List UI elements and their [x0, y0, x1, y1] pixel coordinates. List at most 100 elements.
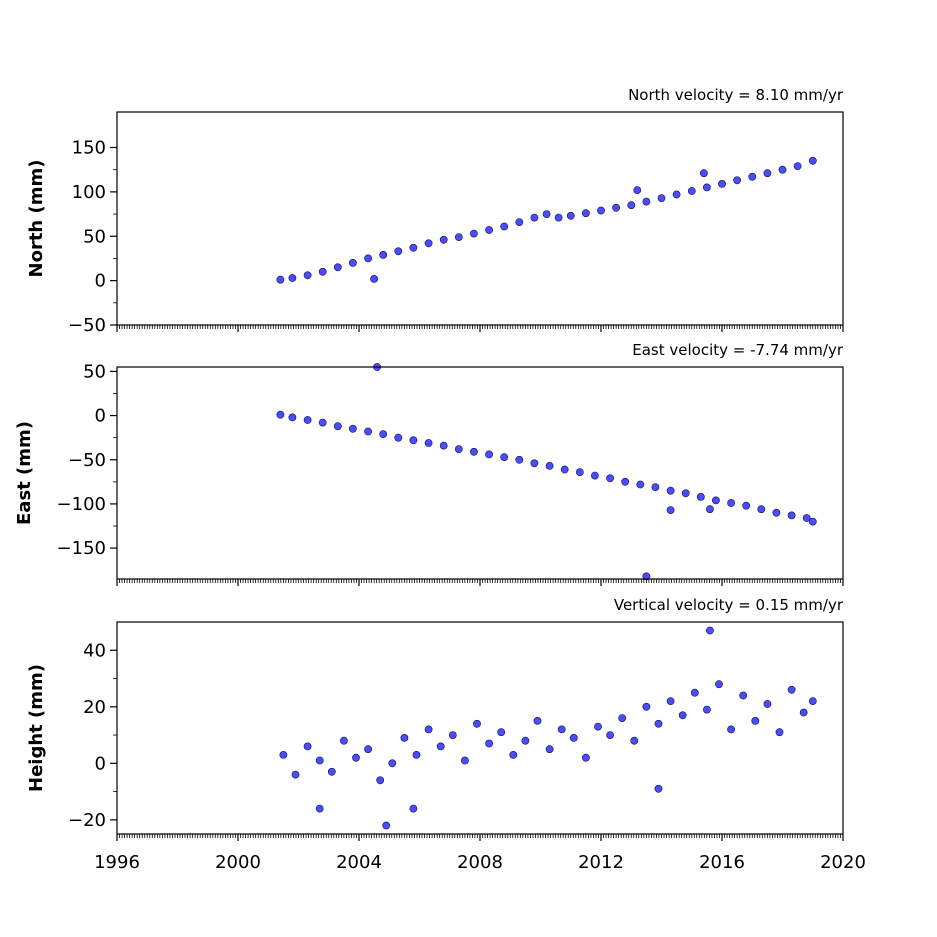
data-point — [633, 186, 642, 194]
data-point — [630, 736, 639, 745]
data-point — [799, 708, 808, 717]
y-tick-label: 100 — [72, 182, 106, 203]
data-point — [793, 162, 802, 170]
data-point — [352, 753, 360, 762]
data-point — [651, 483, 660, 491]
east-velocity-title: East velocity = -7.74 mm/yr — [632, 341, 844, 359]
y-tick-label: 20 — [83, 697, 106, 718]
data-point — [703, 183, 711, 192]
data-point — [333, 422, 342, 431]
data-point — [763, 169, 772, 178]
data-point — [424, 239, 433, 248]
y-tick-label: −50 — [68, 315, 106, 336]
data-point — [291, 770, 300, 779]
height-x-minor-ticks — [116, 834, 844, 841]
data-point — [515, 455, 524, 464]
data-point — [315, 756, 324, 765]
data-point — [394, 247, 403, 256]
data-point — [509, 751, 518, 759]
data-point — [382, 821, 391, 830]
data-point — [530, 459, 539, 468]
data-point — [424, 439, 433, 447]
east-x-minor-ticks — [116, 579, 844, 586]
data-point — [448, 731, 457, 739]
data-point — [742, 501, 751, 510]
y-tick-label: −50 — [68, 450, 106, 471]
y-tick-label: 50 — [83, 361, 106, 382]
y-tick-label: −20 — [68, 810, 106, 831]
data-point — [627, 201, 636, 210]
north-y-axis-label: North (mm) — [26, 160, 47, 278]
x-tick-label: 2008 — [457, 852, 503, 873]
data-point — [545, 745, 554, 754]
data-point — [718, 179, 726, 188]
data-point — [348, 424, 357, 433]
data-point — [409, 804, 418, 813]
data-point — [618, 714, 627, 722]
y-tick-label: 40 — [83, 640, 106, 661]
data-point — [409, 436, 418, 445]
north-panel: 150 100 50 0 −50 North (mm) North velocity = 8… — [26, 86, 844, 336]
data-point — [678, 711, 687, 720]
height-points — [279, 626, 817, 830]
east-points — [276, 363, 817, 581]
data-point — [666, 486, 675, 495]
data-point — [530, 213, 539, 222]
data-point — [582, 753, 590, 762]
data-point — [485, 450, 493, 459]
north-axes-frame — [116, 111, 844, 326]
data-point — [318, 418, 327, 427]
x-tick-label: 1996 — [94, 852, 140, 873]
data-point — [566, 211, 575, 220]
data-point — [672, 190, 681, 199]
data-point — [582, 209, 590, 218]
data-point — [654, 784, 663, 793]
data-point — [339, 736, 348, 745]
data-point — [469, 229, 478, 238]
data-point — [473, 719, 481, 728]
data-point — [666, 506, 675, 514]
data-point — [690, 688, 699, 697]
data-point — [808, 697, 817, 705]
data-point — [348, 258, 357, 267]
data-point — [787, 511, 796, 520]
data-point — [364, 745, 372, 754]
y-tick-label: 0 — [95, 271, 106, 292]
data-point — [778, 165, 787, 174]
data-point — [636, 480, 645, 489]
data-point — [379, 250, 388, 259]
data-point — [594, 722, 602, 731]
data-point — [654, 719, 663, 728]
data-point — [757, 505, 766, 514]
data-point — [460, 756, 469, 765]
east-panel: 50 0 −50 −100 −150 East (mm) East velocity = -… — [14, 341, 844, 586]
data-point — [808, 517, 817, 526]
data-point — [808, 156, 817, 165]
data-point — [802, 514, 811, 522]
data-point — [687, 187, 696, 195]
data-point — [370, 274, 378, 283]
data-point — [621, 477, 630, 486]
data-point — [739, 691, 748, 700]
data-point — [303, 271, 312, 280]
data-point — [500, 222, 509, 231]
data-point — [500, 453, 509, 461]
data-point — [597, 206, 605, 215]
data-point — [706, 626, 714, 635]
data-point — [424, 725, 433, 734]
data-point — [318, 267, 327, 276]
data-point — [612, 203, 620, 212]
y-tick-label: −100 — [57, 494, 106, 515]
data-point — [727, 499, 735, 507]
data-point — [454, 233, 463, 241]
data-point — [787, 685, 796, 694]
data-point — [727, 725, 735, 734]
x-tick-label: 2000 — [215, 852, 261, 873]
data-point — [497, 728, 506, 737]
data-point — [772, 508, 781, 517]
data-point — [606, 474, 614, 483]
data-point — [712, 496, 720, 505]
data-point — [542, 210, 551, 218]
data-point — [657, 194, 666, 202]
